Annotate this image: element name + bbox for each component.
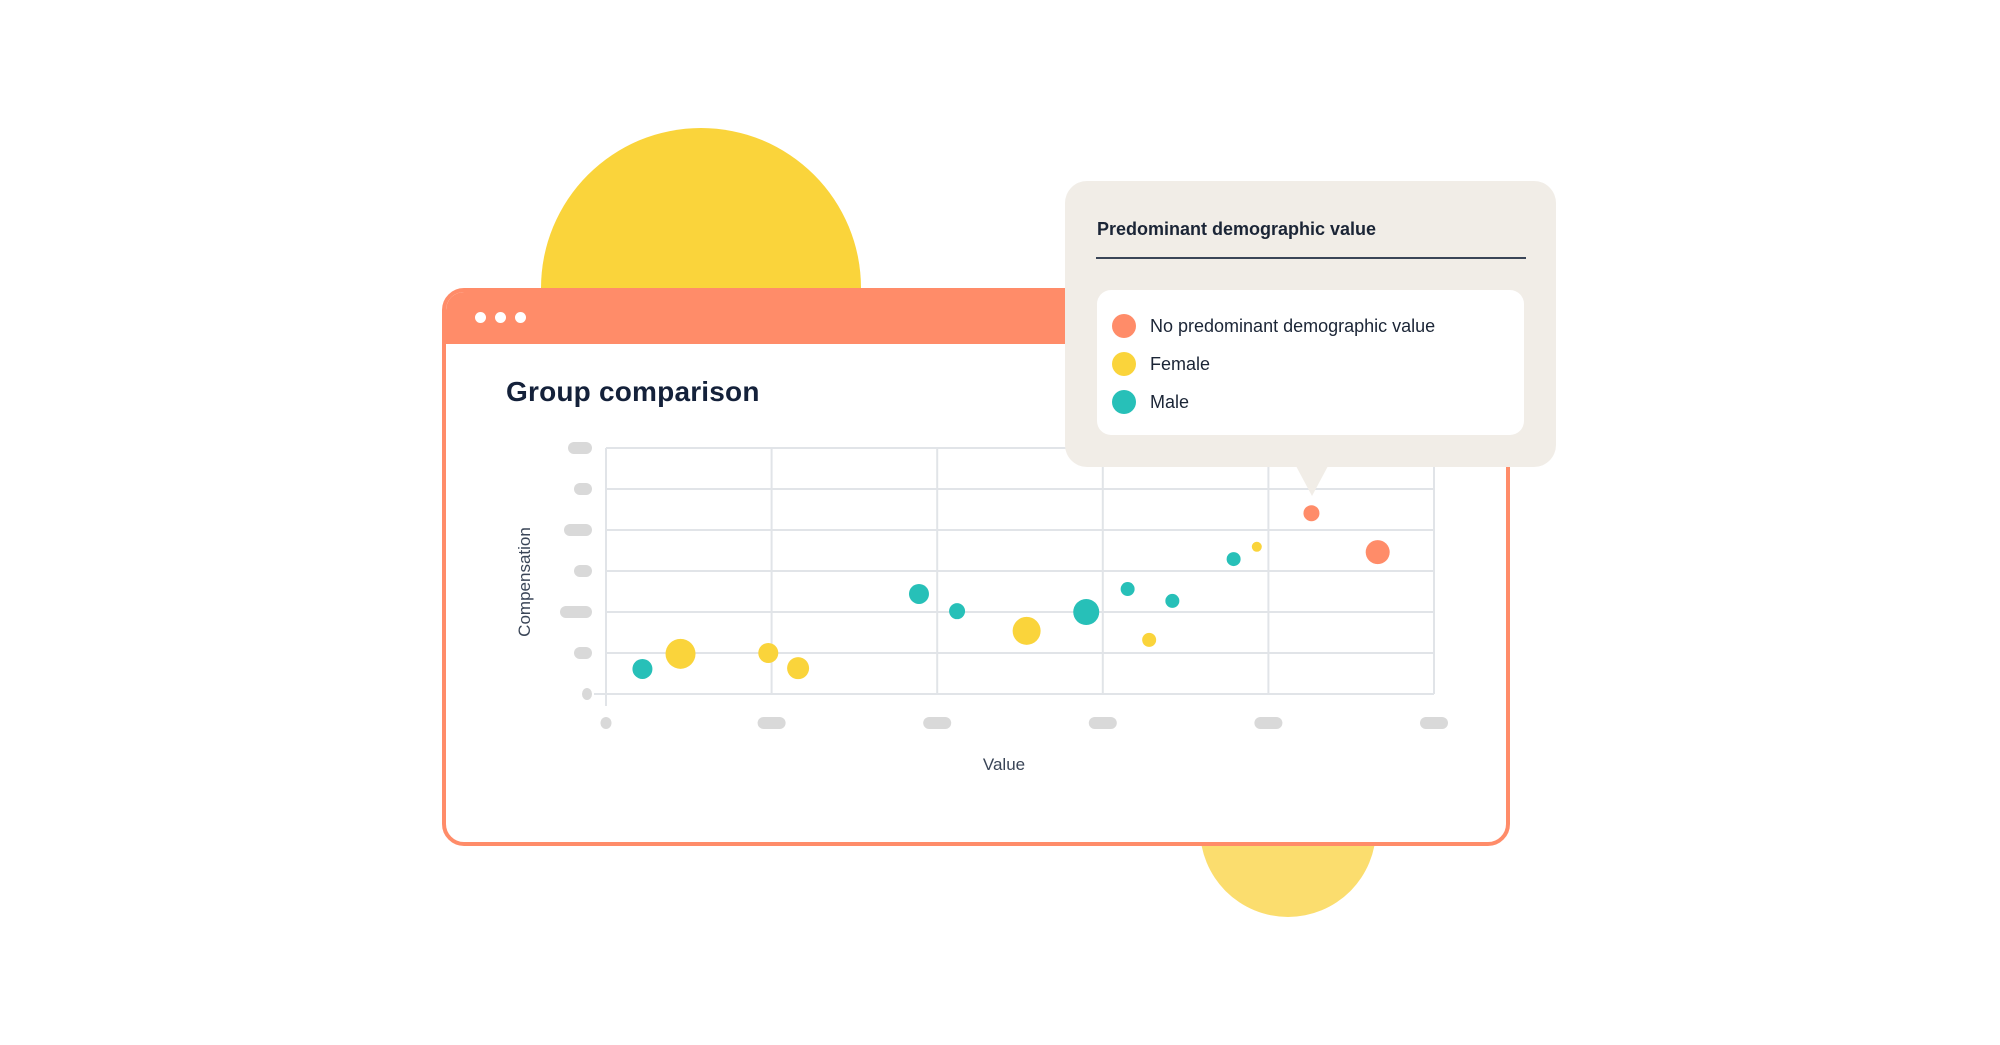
legend-label: Female — [1150, 353, 1211, 374]
tooltip-pointer — [1296, 466, 1328, 496]
data-point-female[interactable] — [1251, 541, 1262, 552]
y-axis-label: Compensation — [515, 527, 534, 637]
legend-item-male[interactable]: Male — [1112, 389, 1189, 415]
data-point-female[interactable] — [665, 638, 696, 669]
x-axis-label: Value — [982, 755, 1026, 774]
legend-item-female[interactable]: Female — [1112, 351, 1210, 377]
tooltip-divider — [1096, 257, 1526, 259]
data-point-male[interactable] — [908, 583, 929, 604]
legend-dot-icon — [1112, 314, 1136, 338]
data-point-male[interactable] — [632, 658, 653, 679]
data-points — [632, 505, 1390, 680]
data-point-no-predominant-demographic-value[interactable] — [1365, 540, 1390, 565]
tooltip-title: Predominant demographic value — [1097, 219, 1377, 239]
legend-label: Male — [1150, 391, 1190, 412]
legend-dot-icon — [1112, 390, 1136, 414]
legend-label: No predominant demographic value — [1150, 315, 1436, 336]
window-dot-icon[interactable] — [515, 312, 526, 323]
data-point-male[interactable] — [1165, 593, 1180, 608]
data-point-female[interactable] — [758, 643, 779, 663]
data-point-male[interactable] — [949, 603, 966, 620]
legend-item-none[interactable]: No predominant demographic value — [1112, 313, 1435, 339]
legend-tooltip: Predominant demographic value No predomi… — [1065, 181, 1556, 467]
data-point-male[interactable] — [1073, 599, 1100, 625]
legend: No predominant demographic value Female … — [1097, 290, 1524, 435]
data-point-male[interactable] — [1226, 552, 1241, 567]
data-point-no-predominant-demographic-value[interactable] — [1303, 505, 1320, 522]
data-point-female[interactable] — [1012, 616, 1041, 645]
legend-dot-icon — [1112, 352, 1136, 376]
window-dot-icon[interactable] — [475, 312, 486, 323]
chart-title: Group comparison — [506, 376, 760, 407]
window-dot-icon[interactable] — [495, 312, 506, 323]
data-point-female[interactable] — [1142, 632, 1157, 647]
data-point-male[interactable] — [1120, 582, 1135, 597]
data-point-female[interactable] — [787, 657, 810, 680]
